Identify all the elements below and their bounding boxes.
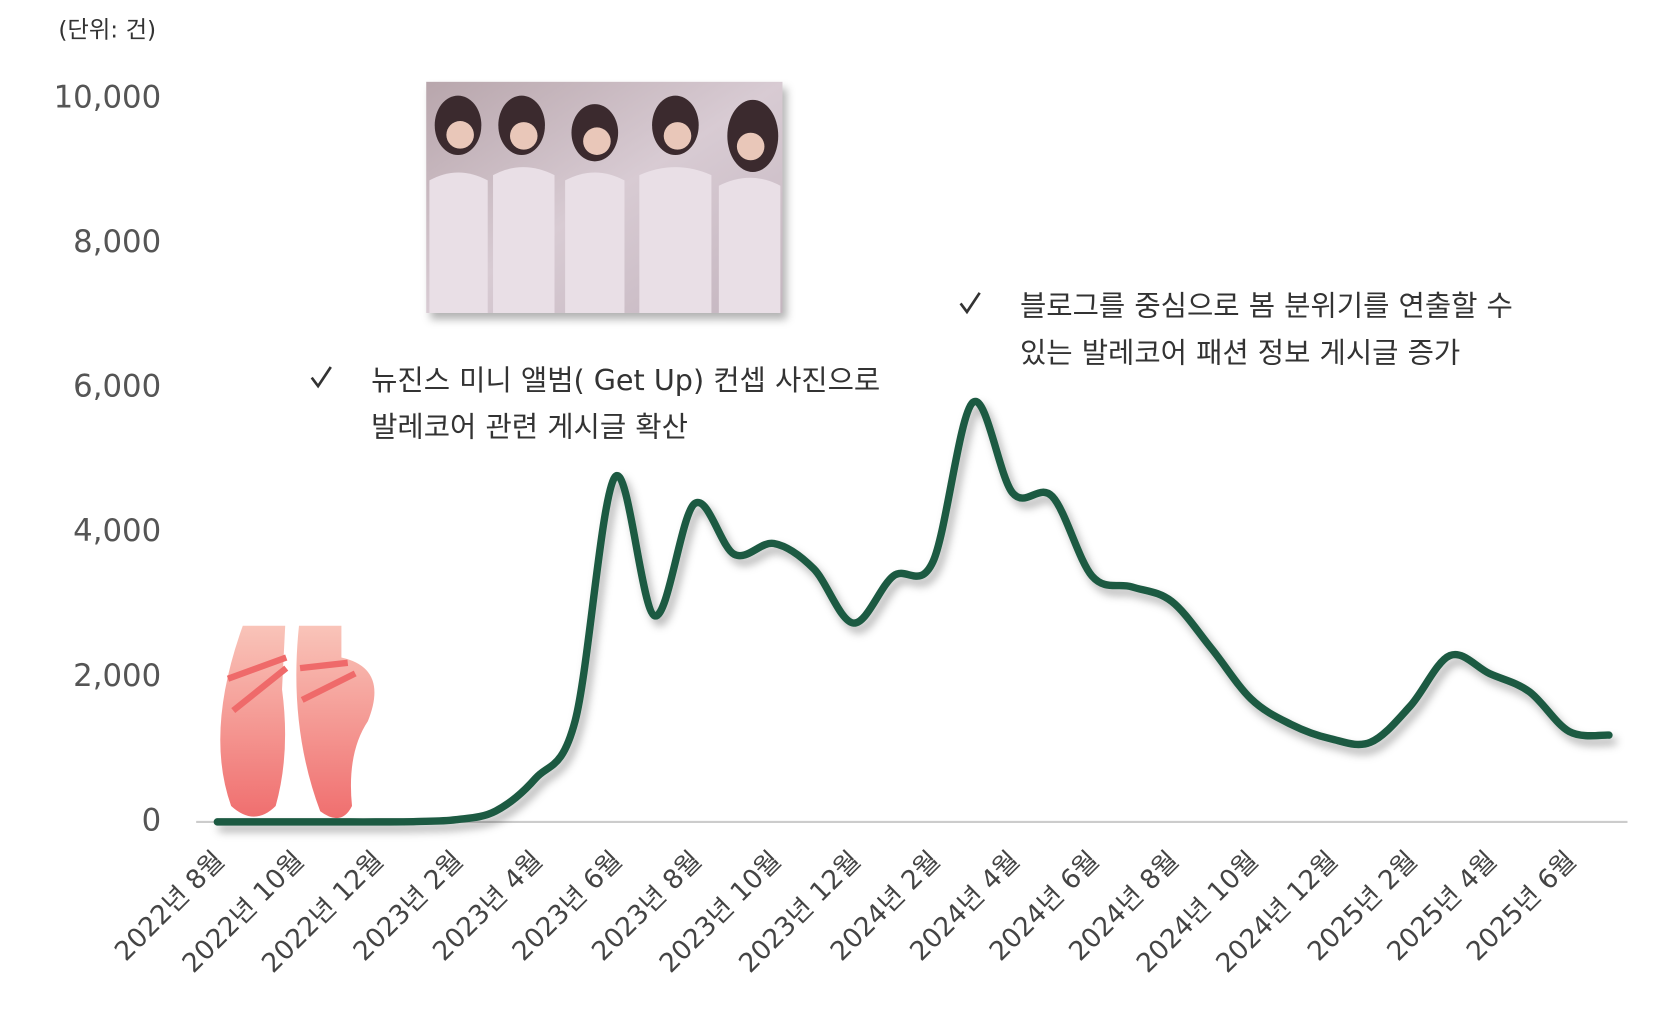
y-tick-label: 10,000	[54, 79, 162, 115]
annotation: 발레코어 관련 게시글 확산	[371, 410, 688, 444]
y-tick-label: 2,000	[73, 658, 161, 694]
y-tick-label: 6,000	[73, 369, 161, 405]
y-tick-label: 8,000	[73, 224, 161, 260]
unit-label: (단위: 건)	[58, 16, 156, 43]
annotation: 뉴진스 미니 앨범( Get Up) 컨셉 사진으로	[371, 363, 880, 397]
photo	[426, 81, 783, 313]
y-tick-label: 4,000	[73, 513, 161, 549]
annotation: 블로그를 중심으로 봄 분위기를 연출할 수	[1020, 289, 1513, 323]
annotation-checks	[310, 292, 981, 389]
annotation: 있는 발레코어 패션 정보 게시글 증가	[1020, 335, 1460, 369]
line-series	[213, 397, 1613, 826]
y-tick-label: 0	[142, 802, 162, 838]
ballet-shoes	[220, 625, 375, 819]
